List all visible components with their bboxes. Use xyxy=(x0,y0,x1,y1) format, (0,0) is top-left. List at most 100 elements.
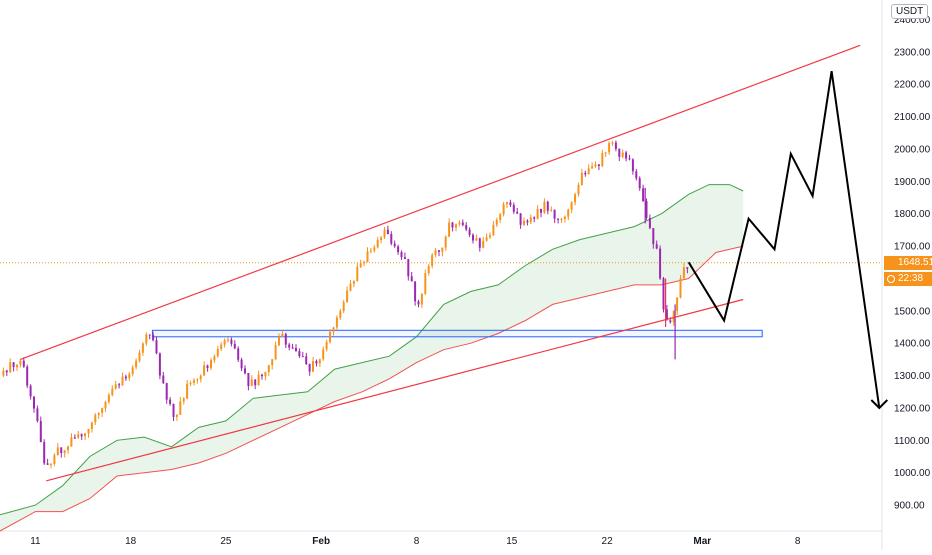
candle-body xyxy=(158,353,161,376)
candle-body xyxy=(455,224,457,228)
candle-body xyxy=(543,201,546,213)
candle-body xyxy=(210,360,212,368)
candle-body xyxy=(240,359,243,369)
candle-body xyxy=(662,278,665,310)
candle-body xyxy=(101,408,104,413)
candle-body xyxy=(628,158,631,160)
candle-body xyxy=(489,235,491,238)
candle-body xyxy=(332,327,335,332)
currency-badge[interactable]: USDT xyxy=(891,4,929,19)
candle-body xyxy=(465,225,468,230)
candle-body xyxy=(114,384,117,389)
candle-body xyxy=(206,365,209,368)
candle-body xyxy=(29,385,32,397)
candle-body xyxy=(604,152,607,154)
candle-body xyxy=(172,403,175,417)
candle-body xyxy=(393,243,396,247)
candle-body xyxy=(383,229,386,238)
candle-body xyxy=(682,267,685,279)
clock-icon xyxy=(887,275,895,283)
candle-body xyxy=(43,442,46,464)
candle-body xyxy=(84,433,86,437)
candle-body xyxy=(550,209,553,211)
candle-body xyxy=(434,250,437,256)
candle-body xyxy=(329,331,331,342)
candle-body xyxy=(574,194,576,203)
candle-body xyxy=(349,283,352,291)
candle-body xyxy=(679,278,682,298)
candle-body xyxy=(36,408,39,421)
price-tick-label: 1100.00 xyxy=(894,436,930,447)
candle-body xyxy=(97,412,100,415)
candle-body xyxy=(614,142,617,149)
candle-body xyxy=(33,396,35,409)
candle-body xyxy=(46,463,49,465)
candle-body xyxy=(335,317,338,328)
support-zone-box xyxy=(151,329,763,338)
candles-group xyxy=(2,140,689,469)
candle-body xyxy=(594,164,597,167)
candle-body xyxy=(608,143,611,153)
candle-body xyxy=(597,164,600,166)
candle-body xyxy=(407,259,410,277)
candle-body xyxy=(87,429,90,434)
candle-body xyxy=(138,352,141,361)
candle-body xyxy=(67,446,69,451)
candle-body xyxy=(257,374,260,386)
candle-body xyxy=(557,218,559,220)
candle-body xyxy=(60,447,63,454)
ichimoku-span-b xyxy=(0,245,744,532)
candle-body xyxy=(50,464,52,465)
candle-body xyxy=(192,380,195,383)
candle-body xyxy=(318,359,321,364)
candle-body xyxy=(570,202,573,210)
time-tick-label: 11 xyxy=(30,536,41,547)
candle-body xyxy=(244,368,246,374)
candle-body xyxy=(369,250,372,252)
candle-body xyxy=(339,311,342,318)
candle-body xyxy=(325,341,328,350)
candle-body xyxy=(169,399,172,404)
candle-body xyxy=(186,383,189,399)
price-tick-label: 2200.00 xyxy=(894,80,931,91)
time-tick-label: Feb xyxy=(312,536,330,547)
price-tick-label: 1400.00 xyxy=(894,339,931,350)
candle-body xyxy=(213,356,216,361)
candle-body xyxy=(635,171,638,179)
candle-body xyxy=(104,401,107,409)
candle-body xyxy=(499,214,502,220)
candle-body xyxy=(73,437,76,439)
price-tick-label: 900.00 xyxy=(894,501,925,512)
candle-body xyxy=(611,142,614,144)
candle-body xyxy=(417,301,420,305)
candle-body xyxy=(237,348,240,360)
candle-body xyxy=(652,228,655,245)
candle-body xyxy=(523,220,525,225)
price-tick-label: 1800.00 xyxy=(894,209,931,220)
candle-body xyxy=(676,297,679,311)
price-tick-label: 2400.00 xyxy=(894,15,931,26)
candle-body xyxy=(179,401,182,415)
candle-body xyxy=(420,294,423,305)
candle-body xyxy=(261,374,263,377)
candle-body xyxy=(278,337,280,346)
candle-body xyxy=(233,343,236,349)
candle-body xyxy=(94,415,97,423)
candle-body xyxy=(529,217,532,223)
candle-body xyxy=(39,421,42,443)
candle-body xyxy=(506,202,508,205)
candle-body xyxy=(281,333,284,338)
candle-body xyxy=(155,340,158,354)
candle-body xyxy=(536,208,539,219)
candle-body xyxy=(141,343,144,353)
candle-body xyxy=(274,345,277,360)
candle-body xyxy=(448,222,451,237)
candle-body xyxy=(5,370,8,373)
candle-body xyxy=(254,379,257,386)
candle-body xyxy=(431,255,434,266)
candle-body xyxy=(56,447,59,456)
price-tick-label: 1300.00 xyxy=(894,371,931,382)
candle-body xyxy=(478,238,481,248)
